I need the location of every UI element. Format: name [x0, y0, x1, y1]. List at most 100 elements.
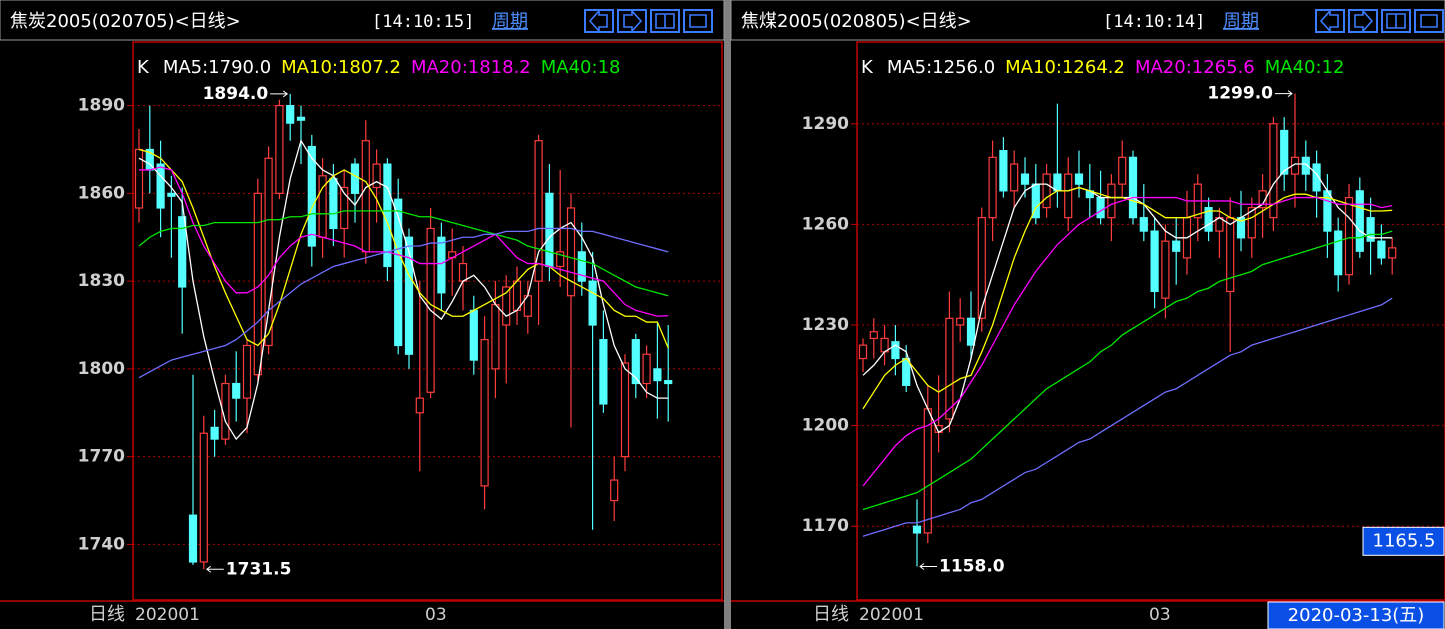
y-tick-label: 1200 [802, 416, 849, 436]
candle-body [1150, 230, 1159, 293]
candle-body [307, 145, 316, 247]
y-tick-label: 1290 [802, 114, 849, 134]
candle-body [620, 362, 630, 458]
cursor-date: 2020-03-13(五) [1288, 605, 1425, 626]
candle-body [178, 216, 187, 288]
candle-body [956, 317, 965, 326]
min-arrow [205, 565, 224, 573]
candle-body [1010, 163, 1019, 192]
candle-body [350, 163, 360, 194]
toolbar-icon [689, 14, 707, 28]
legend-entry: MA10:1264.2 [1005, 57, 1125, 78]
candle-body [480, 339, 489, 487]
candle-body [242, 344, 252, 399]
ma-line [138, 148, 669, 349]
candle-body [491, 303, 500, 370]
panel-separator [724, 0, 731, 629]
candle-body [1344, 196, 1354, 276]
candle-body [264, 157, 273, 347]
legend-entry: MA40:18 [541, 57, 621, 78]
ma-line [862, 297, 1393, 537]
candle-body [912, 525, 922, 534]
candle-body [1042, 173, 1051, 209]
candle-body [1280, 129, 1289, 175]
max-label: 1894.0 [203, 84, 269, 104]
candle-body [945, 317, 954, 420]
y-tick-label: 1890 [78, 96, 125, 116]
candle-body [1204, 207, 1213, 232]
candle-body [296, 116, 306, 121]
period-link[interactable]: 周期 [1223, 11, 1259, 32]
panel-title: 焦煤2005(020805)<日线> [741, 11, 972, 32]
max-label: 1299.0 [1207, 84, 1273, 104]
legend-entry: MA20:1265.6 [1135, 57, 1255, 78]
toolbar-button[interactable] [650, 9, 680, 33]
period-label: 日线 [813, 604, 849, 625]
candle-body [340, 186, 349, 230]
candle-body [566, 207, 576, 297]
toolbar-button[interactable] [1381, 9, 1411, 33]
panel: 焦煤2005(020805)<日线> [14:10:14] 周期 K MA5:1256.… [730, 0, 1445, 629]
candle-body [664, 379, 673, 385]
candle-body [1128, 156, 1138, 219]
ma-line [138, 139, 669, 441]
candle-body [631, 339, 640, 385]
candle-body [404, 236, 414, 355]
candle-body [329, 178, 338, 230]
toolbar-icon [655, 13, 675, 29]
toolbar-button[interactable] [683, 9, 713, 33]
toolbar-icon [1319, 8, 1339, 34]
candle-body [588, 280, 597, 326]
candle-body [599, 339, 608, 405]
toolbar-icon [1420, 14, 1438, 28]
candle-body [556, 251, 565, 268]
y-tick-label: 1260 [802, 214, 849, 234]
ma-line [139, 166, 669, 317]
plot-frame [856, 41, 1445, 601]
ma-line [138, 227, 669, 379]
candle-body [1312, 163, 1321, 192]
candle-body [1064, 173, 1073, 219]
header-bar [0, 0, 725, 41]
legend-k: K [861, 57, 874, 78]
candle-body [988, 156, 997, 219]
candle-body [545, 192, 554, 268]
cursor-price: 1165.5 [1373, 530, 1436, 551]
ma-line [862, 196, 1393, 487]
toolbar-button[interactable] [1414, 9, 1444, 33]
plot-frame [132, 41, 723, 601]
period-link[interactable]: 周期 [492, 11, 528, 32]
candle-body [232, 382, 241, 399]
header-bar [730, 0, 1445, 41]
period-label: 日线 [89, 604, 125, 625]
candle-body [1366, 217, 1375, 242]
ma-line [138, 210, 669, 297]
candle-body [1118, 156, 1127, 185]
update-time: [14:10:14] [1103, 12, 1205, 32]
legend-entry: MA5:1256.0 [887, 57, 995, 78]
candle-body [1172, 240, 1181, 252]
x-label: 03 [1149, 605, 1171, 625]
candle-body [869, 331, 878, 340]
y-tick-label: 1230 [802, 315, 849, 335]
max-arrow [1275, 90, 1293, 97]
candle-body [1247, 207, 1256, 239]
candle-body [221, 382, 230, 440]
candle-body [372, 163, 381, 189]
y-tick-label: 1770 [78, 447, 125, 467]
candle-body [966, 317, 976, 346]
candle-body [1323, 190, 1332, 232]
candle-body [1053, 173, 1062, 192]
candle-body [577, 251, 586, 282]
candle-body [1096, 196, 1105, 219]
min-label: 1731.5 [226, 559, 292, 579]
legend-entry: MA20:1818.2 [411, 57, 531, 78]
candle-body [1334, 230, 1343, 276]
y-tick-label: 1860 [78, 183, 125, 203]
toolbar-icon [1386, 13, 1406, 29]
legend-entry: MA10:1807.2 [281, 57, 401, 78]
candle-body [977, 217, 986, 319]
candle-body [361, 140, 370, 253]
legend-k: K [137, 57, 150, 78]
